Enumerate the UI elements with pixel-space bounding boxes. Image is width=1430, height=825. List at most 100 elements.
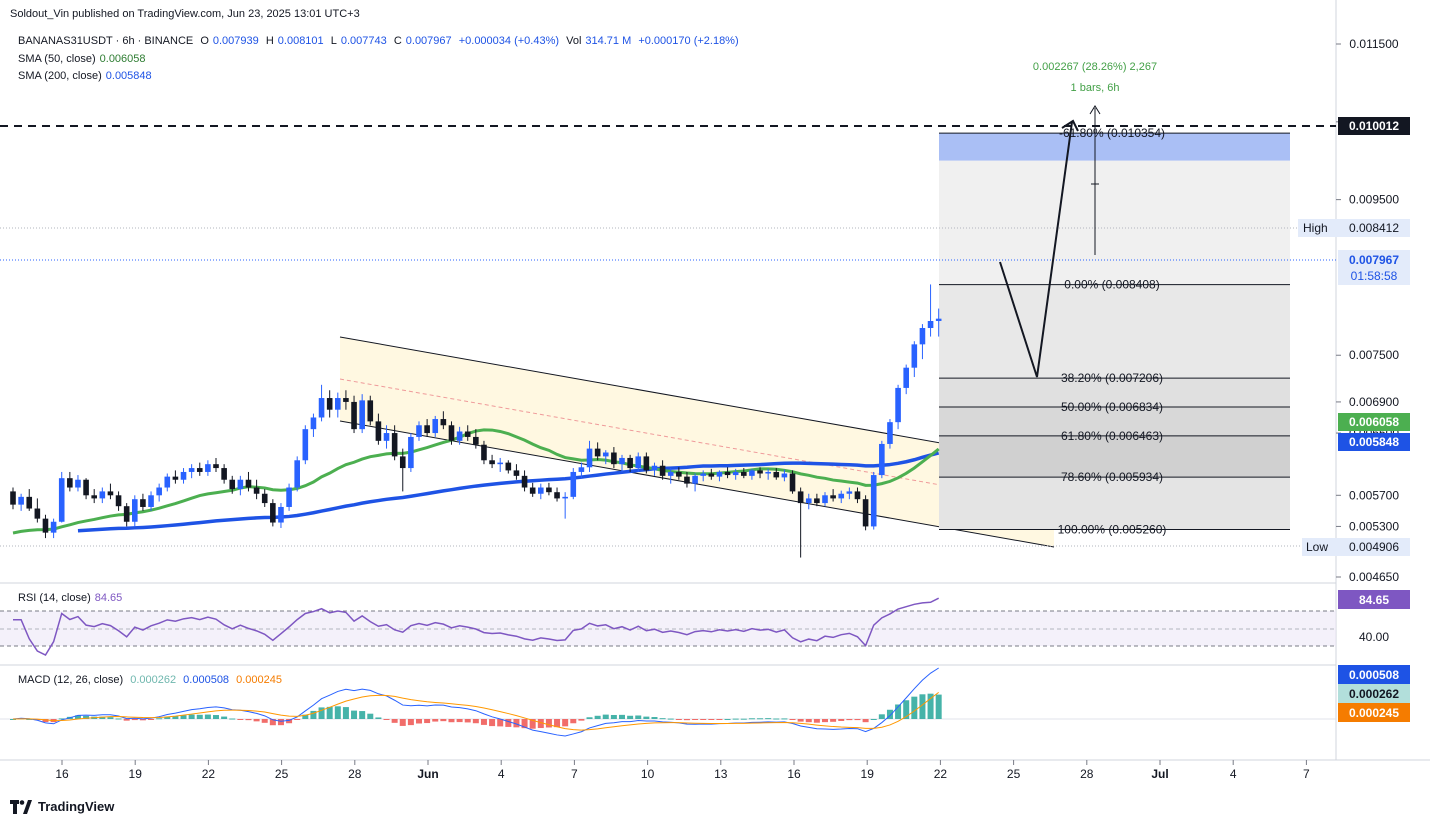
time-tick-label: Jul [1151,767,1168,781]
sma200-line[interactable] [77,451,940,533]
candle-body [521,475,528,488]
candle-body [814,498,820,504]
macd-hist-bar [692,719,699,720]
macd-hist-value: 0.000262 [130,674,177,686]
candle-body [115,495,122,507]
candle-body [716,471,723,477]
time-tick-label: 7 [571,767,578,781]
macd-hist-bar [748,718,755,720]
macd-legend[interactable]: MACD (12, 26, close) 0.000262 0.000508 0… [18,674,286,686]
time-axis[interactable]: 16 19 22 25 28 Jun 4 7 10 13 16 19 22 25 28 Jul 4 7 [55,760,1310,781]
change-value: +0.000034 (+0.43%) [458,35,560,47]
tradingview-brand[interactable]: TradingView [10,799,114,814]
candle-body [391,433,398,457]
price-tick-label: 0.011500 [1349,37,1398,51]
candle-body [399,456,406,469]
macd-hist-bar [74,715,81,719]
price-tick-label: 0.004650 [1349,570,1399,584]
macd-label: MACD (12, 26, close) [18,674,124,686]
macd-hist-bar [351,710,358,719]
time-tick-label: 4 [498,767,505,781]
rsi-value: 84.65 [94,592,123,604]
fib-retracement[interactable]: -61.80% (0.010354) 0.00% (0.008408) 38.20%… [939,125,1290,537]
macd-hist-bar [570,719,577,724]
time-tick-label: 10 [641,767,655,781]
candle-body [132,499,138,522]
macd-hist-bar [627,715,634,719]
macd-hist-bar [261,719,268,723]
candle-body [123,506,130,522]
candle-body [700,473,706,476]
price-marker-high-label: High [1303,221,1328,235]
macd-hist-bar [724,718,731,720]
candle-body [505,462,512,471]
fib-zone [939,407,1290,436]
candle-body [172,476,179,480]
vol-label: Vol [566,35,582,47]
macd-hist-bar [318,707,325,719]
low-label: L [330,35,337,47]
rsi-tag-text: 84.65 [1359,593,1389,607]
candle-body [927,321,934,329]
rsi-tick-40: 40.00 [1359,630,1389,644]
candle-body [237,479,244,490]
rsi-legend[interactable]: RSI (14, close) 84.65 [18,592,126,604]
publisher-credit: Soldout_Vin published on TradingView.com… [10,8,360,20]
sma50-legend[interactable]: SMA (50, close) 0.006058 [18,53,150,65]
channel-lower-line[interactable] [339,420,1055,548]
macd-hist-bar [204,714,211,719]
candle-body [75,479,81,488]
candle-body [692,475,698,484]
price-marker-low-label: Low [1306,540,1328,554]
macd-hist-bar [237,719,244,720]
macd-hist-bar [342,707,349,719]
candle-body [156,487,162,496]
macd-hist-bar [367,713,374,719]
time-tick-label: Jun [417,767,438,781]
price-marker-low-value: 0.004906 [1349,540,1399,554]
candle-body [895,387,901,423]
macd-hist-bar [277,719,284,726]
time-tick-label: 22 [934,767,948,781]
tradingview-logo-icon [10,799,32,814]
macd-hist-bar [586,717,593,719]
time-tick-label: 19 [861,767,875,781]
candle-body [50,521,57,533]
projection-path[interactable] [999,121,1073,378]
macd-hist-bar [497,719,504,727]
price-marker-sma50: 0.006058 [1338,413,1410,431]
macd-hist-bar [700,719,707,720]
candle-body [643,456,650,471]
macd-hist-bar [107,717,114,719]
fib-target-zone [939,133,1290,161]
fib-level-label: 50.00% (0.006834) [1061,400,1163,414]
time-tick-label: 25 [1007,767,1021,781]
candle-body [765,471,771,474]
macd-hist-bar [838,719,845,721]
macd-tag-signal-text: 0.000245 [1349,706,1399,720]
candle-body [935,318,942,322]
macd-hist-bar [196,714,203,719]
candle-body [586,448,593,468]
macd-hist-bar [440,719,447,722]
channel-upper-line[interactable] [339,336,1055,464]
candle-body [221,468,227,480]
macd-hist-bar [822,719,828,723]
macd-hist-bar [383,719,390,720]
candle-body [497,462,503,465]
price-marker-low-bg [1302,538,1410,556]
rsi-line [13,597,940,656]
symbol-label[interactable]: BANANAS31USDT · 6h · BINANCE [18,35,194,47]
price-marker-target-bg [1338,117,1410,135]
candle-body [294,460,300,488]
macd-hist-bar [886,709,893,719]
macd-hist-bar [489,719,496,727]
macd-hist-bar [903,700,910,719]
sma200-legend[interactable]: SMA (200, close) 0.005848 [18,70,156,82]
candle-body [164,476,171,488]
macd-hist-bar [513,719,520,728]
macd-hist-bar [253,719,260,722]
candle-body [822,495,828,504]
macd-hist-bar [862,719,869,723]
